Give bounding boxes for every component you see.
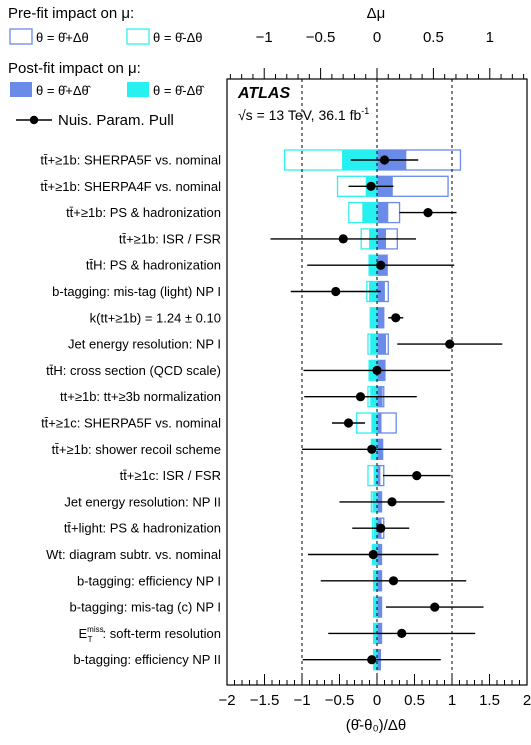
pull-marker [391,313,401,323]
postfit-minus-label: θ = θ̂-Δθ̂ [153,83,206,98]
prefit-minus-label: θ = θ̂-Δθ [153,30,203,45]
postfit-minus-bar [373,597,377,618]
pull-marker [388,576,399,586]
parameter-label: tt+≥1b: tt+≥3b normalization [60,389,221,404]
parameter-label: tt̄+≥1b: shower recoil scheme [52,442,221,457]
parameter-label: tt̄+≥1b: ISR / FSR [119,231,221,246]
postfit-minus-bar [371,413,377,433]
parameter-label: tt̄+≥1c: ISR / FSR [120,468,221,483]
pull-marker [367,444,377,454]
postfit-plus-bar [377,413,382,433]
pull-marker [331,286,341,297]
postfit-plus-label: θ = θ̂+Δθ̂ [36,83,92,98]
pull-marker [376,260,386,270]
top-tick-label: 0.5 [423,29,444,46]
postfit-plus-swatch [10,82,32,97]
pull-legend-label: Nuis. Param. Pull [58,112,174,129]
bottom-tick-label: 1.5 [479,692,500,709]
top-tick-label: 1 [486,29,494,46]
postfit-minus-bar [370,334,377,355]
parameter-label: b-tagging: efficiency NP II [73,652,221,667]
parameter-label: tt̄H: PS & hadronization [86,258,221,273]
prefit-plus-swatch [9,28,33,45]
pull-marker [355,392,366,402]
parameter-label: b-tagging: efficiency NP I [77,573,221,588]
postfit-plus-bar [377,334,387,355]
atlas-label: ATLAS [237,85,290,102]
top-tick-label: −0.5 [306,29,336,46]
postfit-plus-bar [377,597,382,618]
postfit-legend-title: Post-fit impact on μ: [8,60,141,77]
pull-marker [368,549,378,560]
bottom-tick-label: 0 [373,692,381,709]
parameter-label: Jet energy resolution: NP I [68,337,221,352]
pull-marker [376,523,386,533]
pull-marker [367,655,377,665]
pull-marker [430,602,440,612]
parameter-label: Wt: diagram subtr. vs. nominal [46,547,221,562]
pull-marker [397,628,407,639]
bottom-tick-label: −1.5 [250,692,280,709]
parameter-label: tt̄+≥1c: SHERPA5F vs. nominal [41,416,221,431]
pull-marker [366,181,376,191]
parameter-label: tt̄+≥1b: PS & hadronization [66,205,221,220]
bottom-axis-label: (θ̂-θ₀)/Δθ [346,717,406,734]
postfit-minus-bar [373,465,377,486]
prefit-minus-swatch [126,28,150,45]
pull-marker [423,208,433,218]
bottom-tick-label: −1 [293,692,310,709]
postfit-minus-bar [370,307,377,328]
prefit-minus-bar [369,307,378,329]
postfit-plus-bar [377,202,389,223]
energy-label: √s = 13 TeV, 36.1 fb-1 [238,106,369,123]
pull-marker [338,234,348,244]
postfit-minus-bar [362,202,377,223]
postfit-plus-bar [377,307,384,328]
postfit-plus-bar [377,281,385,302]
pull-marker [387,497,397,507]
parameter-label: b-tagging: mis-tag (light) NP I [52,284,221,299]
parameter-label: Emiss T: soft-term resolution [78,625,221,644]
pull-marker [343,418,354,428]
parameter-label: tt̄+≥1b: SHERPA5F vs. nominal [40,153,221,168]
parameter-label: b-tagging: mis-tag (c) NP I [70,600,221,615]
pull-marker [379,155,390,165]
parameter-label: tt̄+≥1b: SHERPA4F vs. nominal [40,179,221,194]
prefit-legend-title: Pre-fit impact on μ: [8,5,134,22]
pull-marker [412,471,422,481]
postfit-minus-swatch [127,82,149,97]
top-tick-label: −1 [256,29,273,46]
pull-marker [445,339,455,349]
pull-marker [372,365,382,375]
bottom-tick-label: 1 [448,692,456,709]
parameter-label: tt̄H: cross section (QCD scale) [46,363,221,378]
parameter-label: Jet energy resolution: NP II [64,494,221,509]
prefit-plus-label: θ = θ̂+Δθ [36,30,89,45]
postfit-plus-bar [377,465,381,486]
bottom-tick-label: −0.5 [325,692,355,709]
top-axis-label: Δμ [367,5,386,22]
bottom-tick-label: −2 [218,692,235,709]
bottom-tick-label: 2 [523,692,531,709]
bottom-tick-label: 0.5 [404,692,425,709]
parameter-label: k(tt+≥1b) = 1.24 ± 0.10 [90,310,221,325]
parameter-label: tt̄+light: PS & hadronization [64,521,221,536]
pull-legend-marker [29,115,39,125]
top-tick-label: 0 [373,29,381,46]
